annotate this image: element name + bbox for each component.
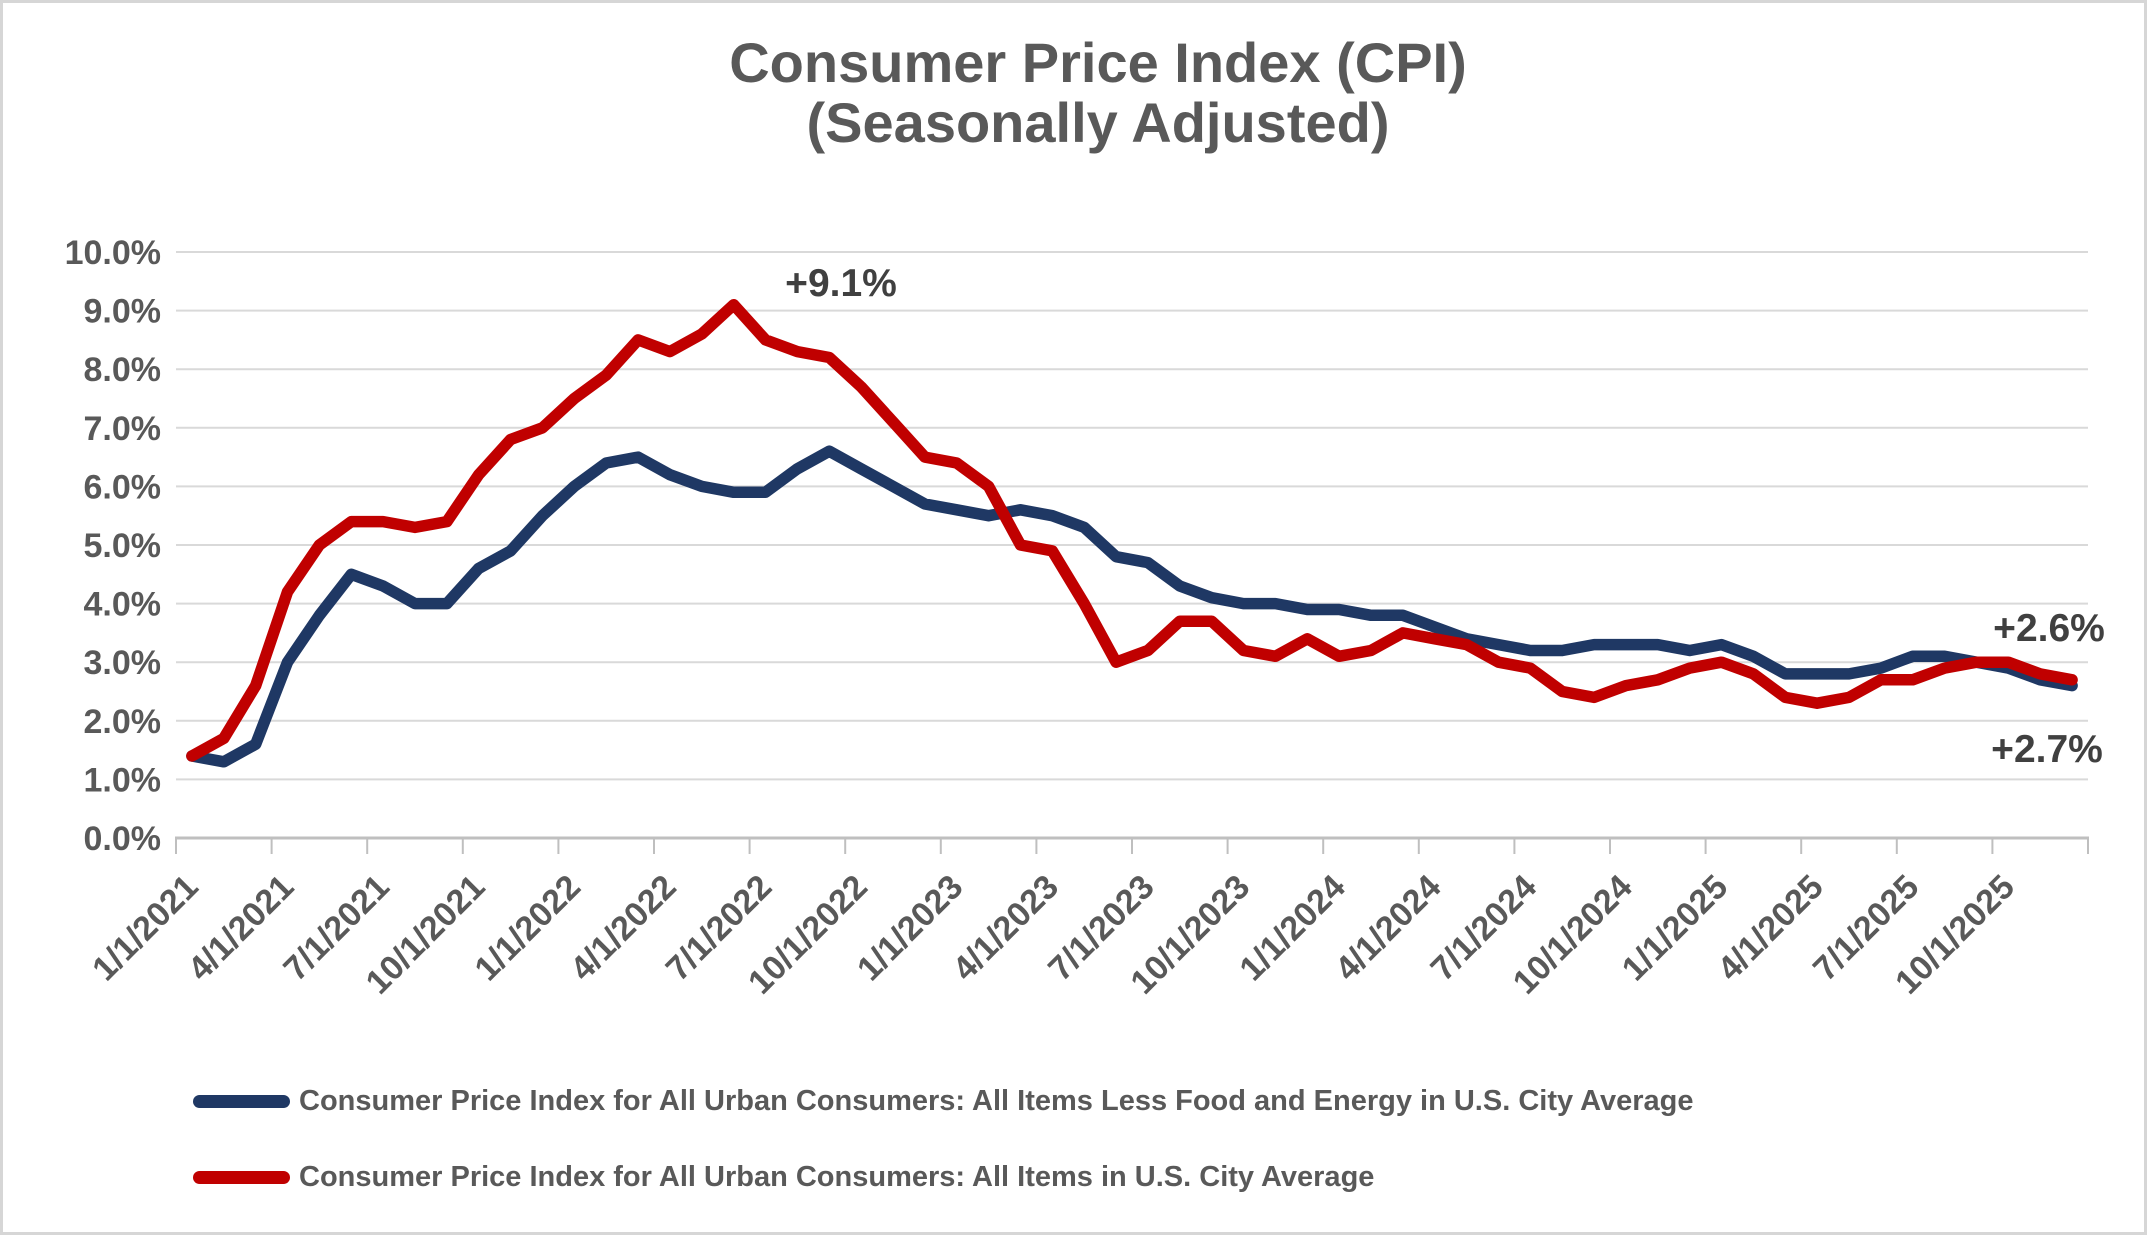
x-axis-label: 4/1/2023 [946, 868, 1066, 988]
x-axis-label: 4/1/2021 [181, 868, 301, 988]
core-cpi-series-swatch [193, 1094, 290, 1108]
annotation-core-latest-value: +2.6% [1993, 607, 2105, 650]
x-axis-label: 1/1/2023 [850, 868, 970, 988]
y-axis-label: 1.0% [84, 761, 162, 799]
y-axis-label: 3.0% [84, 644, 162, 682]
plot-area: 0.0% 1.0% 2.0% 3.0% 4.0% 5.0% 6.0% 7.0% 8.0% 9.0%… [65, 234, 2089, 1002]
y-axis-label: 7.0% [84, 410, 162, 448]
x-axis-label: 1/1/2025 [1615, 868, 1735, 988]
annotation-peak-value: +9.1% [785, 262, 897, 305]
chart-title: Consumer Price Index (CPI) (Seasonally A… [729, 33, 1467, 153]
legend-item-all-items-cpi: Consumer Price Index for All Urban Consu… [193, 1159, 1374, 1195]
y-axis-label: 4.0% [84, 586, 162, 624]
core-cpi-series-label: Consumer Price Index for All Urban Consu… [299, 1084, 1694, 1117]
x-axis-label: 1/1/2022 [468, 868, 588, 988]
x-axis-label: 1/1/2024 [1232, 868, 1353, 989]
core-cpi-line [186, 445, 2078, 768]
x-axis-label: 1/1/2021 [85, 868, 205, 988]
x-axis-label: 4/1/2022 [563, 868, 683, 988]
chart-title-line2: (Seasonally Adjusted) [806, 91, 1390, 154]
y-axis-label: 10.0% [65, 234, 161, 272]
all-items-cpi-series-label: Consumer Price Index for All Urban Consu… [299, 1160, 1375, 1193]
y-axis-label: 6.0% [84, 468, 162, 506]
legend-item-core-cpi: Consumer Price Index for All Urban Consu… [193, 1083, 1693, 1119]
y-axis-label: 8.0% [84, 351, 162, 389]
y-axis-label: 9.0% [84, 293, 162, 331]
x-axis-label: 4/1/2024 [1328, 868, 1449, 989]
annotation-all-items-latest-value: +2.7% [1991, 728, 2103, 771]
chart-title-line1: Consumer Price Index (CPI) [729, 31, 1467, 94]
all-items-cpi-line [186, 298, 2078, 762]
y-axis-label: 2.0% [84, 703, 162, 741]
all-items-cpi-series-swatch [193, 1170, 290, 1184]
y-axis-label: 5.0% [84, 527, 162, 565]
x-axis-label: 4/1/2025 [1710, 868, 1830, 988]
y-axis-label: 0.0% [84, 820, 162, 858]
